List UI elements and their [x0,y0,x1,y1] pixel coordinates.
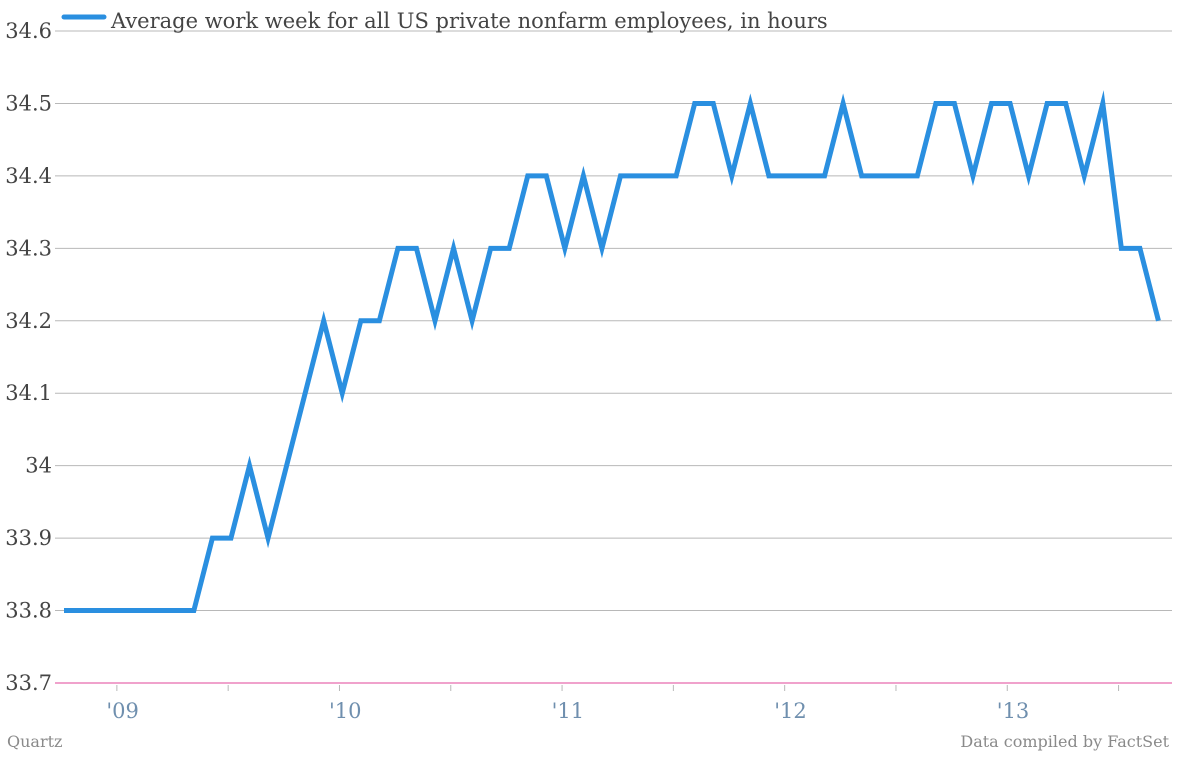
y-tick-label: 34.5 [5,91,52,115]
x-tick-label: '12 [774,699,807,723]
x-tick-label: '10 [329,699,362,723]
gridlines [55,30,1172,684]
y-tick-label: 33.7 [5,671,52,695]
series-layer [64,90,1161,614]
y-tick-label: 34.3 [5,236,52,260]
y-tick-label: 33.8 [5,599,52,623]
y-axis-ticks: 33.7 33.8 33.9 34 34.1 34.2 34.3 34.4 34.5 34.6 [5,19,52,695]
legend: Average work week for all US private non… [61,9,828,33]
legend-label: Average work week for all US private non… [110,9,828,33]
x-tick-label: '13 [997,699,1030,723]
y-tick-label: 34.6 [5,19,52,43]
data-points [63,103,1159,611]
footer-source-right: Data compiled by FactSet [960,732,1169,751]
x-tick-label: '11 [552,699,585,723]
x-axis-ticks: '09 '10 '11 '12 '13 [106,685,1120,723]
y-tick-label: 34.1 [5,381,52,405]
y-tick-label: 34 [25,454,52,478]
series-line [64,90,1161,614]
footer-source-left: Quartz [7,732,62,751]
x-tick-label: '09 [106,699,139,723]
y-tick-label: 33.9 [5,526,52,550]
y-tick-label: 34.4 [5,164,52,188]
y-tick-label: 34.2 [5,309,52,333]
